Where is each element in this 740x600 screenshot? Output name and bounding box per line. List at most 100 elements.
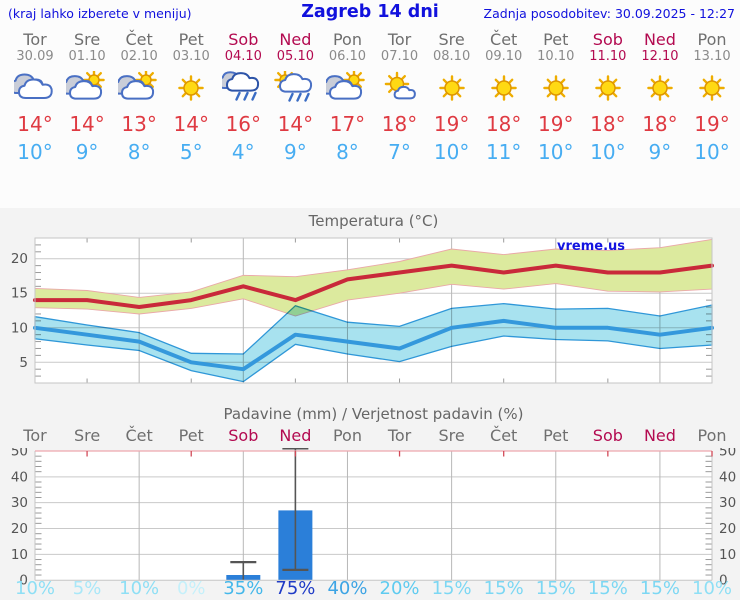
min-temperature-label: 10° (538, 140, 574, 164)
max-temperature-label: 16° (225, 112, 262, 136)
min-temperature-label: 9° (75, 140, 99, 164)
svg-text:20: 20 (11, 251, 28, 267)
precip-probability-label: 10% (691, 578, 733, 599)
day-name-label: Pon (697, 30, 727, 49)
weather-icon-rain (217, 71, 264, 109)
day-date-label: 06.10 (328, 49, 367, 64)
day-name-label: Ned (279, 30, 312, 49)
max-temperature-label: 14° (277, 112, 314, 136)
day-name-label: Sre (73, 30, 101, 49)
precip-probability-label: 75% (275, 578, 316, 599)
max-temperature-label: 18° (642, 112, 678, 136)
day-date-label: 11.10 (589, 49, 627, 64)
weather-icon-sun-cloud (320, 69, 368, 109)
precip-day-label: Tor (23, 426, 47, 445)
svg-text:0: 0 (19, 573, 28, 589)
precip-probability-label: 15% (483, 578, 524, 599)
day-name-label: Ned (643, 30, 676, 49)
max-temperature-label: 19° (433, 112, 470, 136)
precip-probability-label: 10% (14, 578, 56, 599)
temperature-chart-title: Temperatura (°C) (308, 212, 439, 230)
max-temperature-label: 14° (69, 112, 105, 136)
svg-text:10: 10 (719, 547, 736, 563)
precip-day-label: Pet (543, 426, 569, 445)
svg-text:40: 40 (719, 469, 736, 485)
day-date-label: 09.10 (485, 49, 523, 64)
day-date-label: 01.10 (68, 49, 106, 64)
day-name-label: Tor (23, 30, 47, 49)
precip-probability-label: 15% (431, 578, 472, 599)
min-temperature-label: 9° (648, 140, 672, 164)
min-temperature-label: 8° (336, 140, 359, 164)
max-temperature-label: 18° (485, 112, 522, 136)
svg-text:50: 50 (719, 448, 736, 460)
precip-probability-label: 15% (535, 578, 576, 599)
precip-day-label: Pon (332, 426, 362, 445)
day-date-label: 02.10 (120, 49, 158, 64)
day-date-label: 12.10 (641, 49, 679, 64)
last-updated-text: Zadnja posodobitev: 30.09.2025 - 12:27 (483, 6, 735, 21)
max-temperature-label: 19° (694, 112, 730, 136)
max-temperature-label: 13° (121, 112, 157, 136)
weather-icon-sun-small-cloud (379, 71, 421, 109)
svg-text:30: 30 (11, 495, 28, 511)
temperature-chart: 5 10 15 20 vreme.us (11, 237, 714, 384)
svg-text:10: 10 (11, 547, 28, 563)
min-temperature-label: 9° (284, 140, 307, 164)
min-temperature-label: 4° (231, 140, 255, 164)
precip-day-label: Sre (438, 426, 465, 445)
svg-text:5: 5 (19, 355, 28, 371)
day-date-label: 30.09 (16, 49, 54, 64)
day-date-label: 03.10 (172, 49, 210, 64)
precip-day-label: Pon (697, 426, 727, 445)
precip-probability-label: 0% (176, 578, 206, 599)
day-name-label: Čet (125, 30, 153, 49)
precip-day-label: Sob (228, 426, 259, 445)
weather-icon-sunny (691, 71, 733, 109)
svg-text:10: 10 (11, 320, 28, 336)
precip-day-label: Sre (73, 426, 101, 445)
precip-probability-label: 35% (223, 578, 264, 599)
weather-icon-sunny (587, 71, 629, 109)
page-title: Zagreb 14 dni (301, 2, 439, 22)
watermark: vreme.us (557, 239, 625, 254)
menu-hint-text: (kraj lahko izberete v meniju) (8, 6, 192, 21)
precipitation-chart: 0 0 10 10 20 20 30 30 40 40 50 50 (11, 448, 736, 589)
day-name-label: Sob (228, 30, 259, 49)
day-name-label: Pet (543, 30, 569, 49)
svg-text:20: 20 (11, 521, 28, 537)
svg-text:15: 15 (11, 286, 28, 302)
precip-probability-label: 20% (379, 578, 420, 599)
day-date-label: 13.10 (693, 49, 731, 64)
weather-icon-sunny (535, 71, 577, 109)
day-date-label: 07.10 (380, 49, 419, 64)
min-temperature-label: 7° (388, 140, 411, 164)
svg-text:0: 0 (719, 573, 728, 589)
day-name-label: Čet (490, 30, 518, 49)
weather-icon-sunny (431, 71, 473, 109)
min-temperature-label: 11° (485, 140, 522, 164)
max-temperature-label: 14° (17, 112, 53, 136)
weather-icon-cloudy (9, 71, 56, 109)
day-name-label: Sre (438, 30, 465, 49)
precip-probability-label: 40% (327, 578, 368, 599)
weather-icon-sun-rain (274, 69, 316, 109)
day-date-label: 04.10 (224, 49, 262, 64)
min-temperature-label: 5° (179, 140, 203, 164)
svg-text:40: 40 (11, 469, 28, 485)
precip-day-label: Pet (178, 426, 204, 445)
min-temperature-label: 10° (590, 140, 626, 164)
weather-icon-sun-cloud (112, 69, 160, 109)
max-temperature-label: 18° (381, 112, 418, 136)
precip-day-label: Ned (279, 426, 312, 445)
svg-text:30: 30 (719, 495, 736, 511)
max-temperature-label: 19° (538, 112, 574, 136)
weather-icon-sunny (483, 71, 525, 109)
precipitation-chart-title: Padavine (mm) / Verjetnost padavin (%) (223, 405, 524, 423)
day-name-label: Tor (387, 30, 412, 49)
day-date-label: 08.10 (433, 49, 471, 64)
precip-day-label: Sob (592, 426, 623, 445)
weather-icon-sun-cloud (60, 69, 108, 109)
day-name-label: Pet (178, 30, 204, 49)
precip-probability-label: 5% (72, 578, 102, 599)
